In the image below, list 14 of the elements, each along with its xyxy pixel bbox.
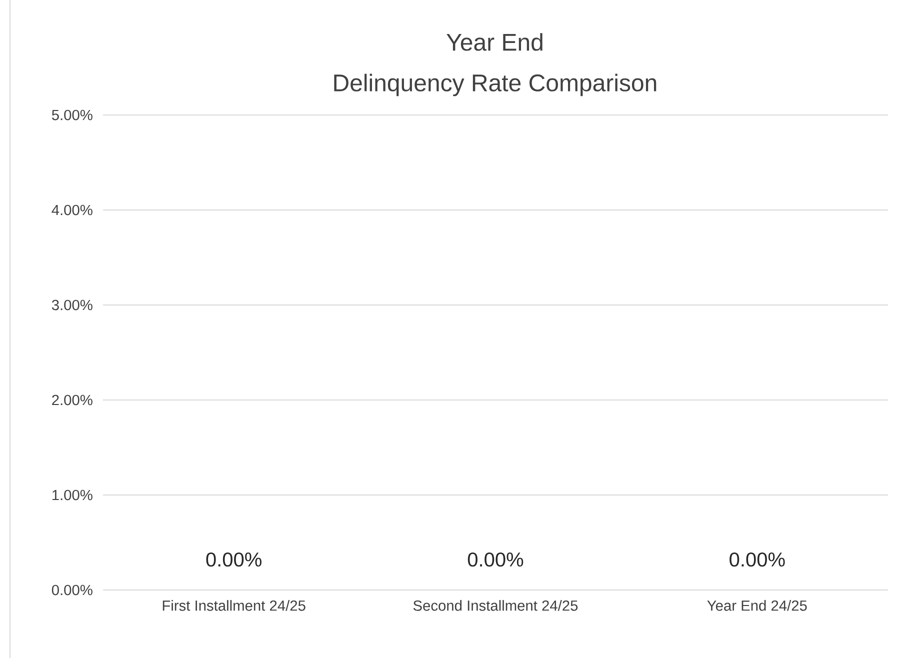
data-label: 0.00% (730, 552, 785, 567)
x-tick-label: Second Installment 24/25 (413, 600, 578, 611)
y-tick-label: 5.00% (52, 110, 92, 120)
y-tick-label: 2.00% (52, 394, 92, 406)
data-label: 0.00% (206, 552, 262, 567)
chart-title: Year End (446, 33, 542, 51)
chart-subtitle: Delinquency Rate Comparison (334, 74, 656, 96)
y-tick-label: 1.00% (52, 490, 92, 500)
x-tick-label: Year End 24/25 (707, 600, 807, 611)
y-tick-label: 0.00% (52, 584, 92, 596)
y-tick-label: 3.00% (52, 300, 92, 310)
x-tick-label: First Installment 24/25 (162, 600, 306, 611)
y-tick-label: 4.00% (52, 204, 92, 216)
data-label: 0.00% (468, 552, 524, 567)
